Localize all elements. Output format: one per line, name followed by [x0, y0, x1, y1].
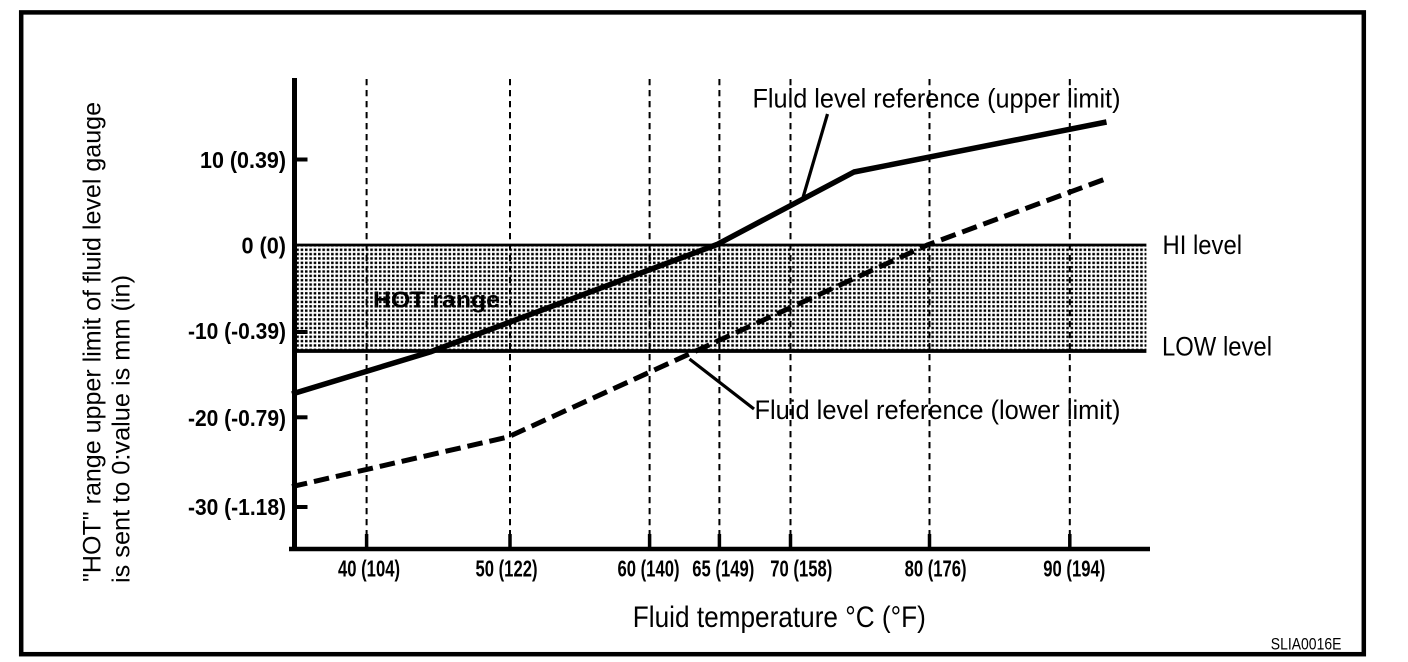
svg-text:SLIA0016E: SLIA0016E — [1271, 635, 1342, 653]
svg-text:50 (122): 50 (122) — [476, 556, 538, 582]
svg-text:40 (104): 40 (104) — [338, 556, 400, 582]
svg-text:-30 (-1.18): -30 (-1.18) — [188, 494, 286, 520]
svg-text:60 (140): 60 (140) — [618, 556, 680, 582]
svg-text:HI level: HI level — [1163, 230, 1243, 260]
svg-text:"HOT" range upper limit of flu: "HOT" range upper limit of fluid level g… — [79, 102, 107, 582]
svg-text:65 (149): 65 (149) — [692, 556, 754, 582]
svg-text:70 (158): 70 (158) — [770, 556, 832, 582]
svg-text:Fluid level reference (upper l: Fluid level reference (upper limit) — [753, 84, 1121, 114]
svg-text:0 (0): 0 (0) — [242, 233, 287, 259]
svg-text:LOW level: LOW level — [1162, 332, 1272, 362]
svg-text:-10 (-0.39): -10 (-0.39) — [188, 318, 286, 344]
svg-text:is sent to 0:value is mm (in): is sent to 0:value is mm (in) — [108, 275, 136, 583]
svg-text:Fluid temperature °C (°F): Fluid temperature °C (°F) — [633, 601, 926, 634]
svg-text:10 (0.39): 10 (0.39) — [200, 147, 286, 173]
svg-text:Fluid level reference (lower l: Fluid level reference (lower limit) — [755, 395, 1121, 425]
svg-text:80 (176): 80 (176) — [905, 556, 967, 582]
svg-text:-20 (-0.79): -20 (-0.79) — [188, 405, 286, 431]
svg-text:HOT range: HOT range — [373, 287, 500, 313]
svg-text:90 (194): 90 (194) — [1043, 556, 1105, 582]
